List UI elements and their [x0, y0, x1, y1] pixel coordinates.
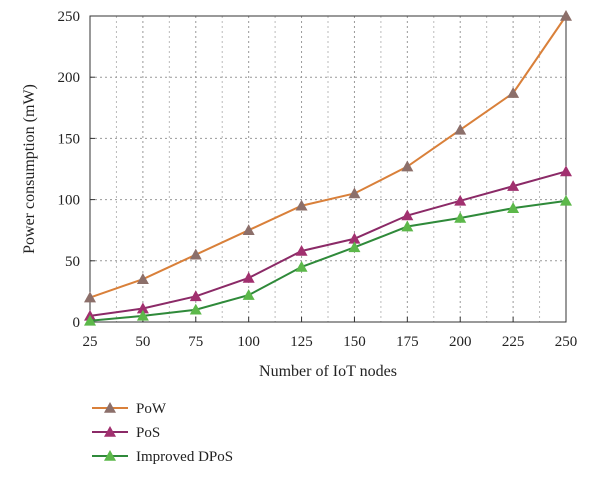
x-tick-label: 25: [83, 334, 98, 350]
legend-item: Improved DPoS: [92, 449, 233, 465]
data-point: [507, 202, 520, 213]
data-point: [560, 194, 572, 206]
data-point: [454, 194, 467, 206]
data-point: [348, 187, 361, 199]
x-tick-label: 125: [290, 334, 313, 350]
series-line: [89, 170, 567, 317]
series-improved-dpos: [84, 194, 572, 326]
legend-swatch-marker: [104, 402, 116, 413]
data-point: [348, 232, 361, 244]
data-point: [189, 290, 202, 302]
y-tick-label: 200: [58, 70, 81, 86]
legend-item: PoW: [92, 401, 167, 417]
series: [84, 10, 572, 326]
data-point: [560, 165, 572, 177]
data-point: [507, 180, 520, 191]
data-point: [454, 123, 467, 135]
x-axis-title: Number of IoT nodes: [259, 363, 397, 380]
y-tick-label: 50: [65, 254, 80, 270]
x-tick-label: 100: [237, 334, 260, 350]
data-point: [136, 302, 149, 314]
data-point: [242, 271, 255, 283]
legend-item: PoS: [92, 425, 160, 441]
data-point: [136, 309, 149, 321]
series-line: [89, 199, 567, 322]
grid: [90, 16, 566, 322]
x-tick-label: 150: [343, 334, 366, 350]
y-tick-label: 150: [58, 131, 81, 147]
axis-ticks: 25 50 75 100 125 150 175 200 225 250 0 50 100 150 200 2…: [58, 9, 578, 350]
data-point: [454, 211, 467, 223]
data-point: [348, 241, 361, 253]
data-point: [84, 314, 96, 326]
data-point: [136, 273, 149, 284]
legend-label: PoW: [136, 401, 167, 417]
series-pos: [84, 165, 572, 321]
data-point: [84, 291, 96, 303]
data-point: [242, 289, 255, 300]
legend-label: Improved DPoS: [136, 449, 233, 465]
data-point: [507, 87, 520, 98]
legend-label: PoS: [136, 425, 160, 441]
x-tick-label: 175: [396, 334, 419, 350]
series-line: [89, 15, 567, 299]
x-tick-label: 75: [188, 334, 203, 350]
x-tick-label: 50: [135, 334, 150, 350]
y-axis-title: Power consumption (mW): [21, 84, 38, 254]
data-point: [401, 220, 414, 232]
x-tick-label: 250: [555, 334, 578, 350]
data-point: [295, 199, 308, 211]
data-point: [560, 10, 572, 21]
x-tick-label: 200: [449, 334, 472, 350]
data-point: [295, 245, 308, 256]
data-point: [401, 160, 414, 172]
data-point: [401, 209, 414, 221]
legend-swatch-marker: [104, 450, 116, 461]
data-point: [295, 260, 308, 272]
data-point: [189, 303, 202, 315]
y-tick-label: 100: [58, 193, 81, 209]
y-tick-label: 250: [58, 9, 81, 25]
series-pow: [84, 10, 572, 303]
legend: PoW PoS Improved DPoS: [92, 401, 233, 465]
legend-swatch-marker: [104, 426, 116, 437]
data-point: [242, 224, 255, 235]
y-tick-label: 0: [73, 315, 81, 331]
x-tick-label: 225: [502, 334, 525, 350]
data-point: [189, 248, 202, 260]
